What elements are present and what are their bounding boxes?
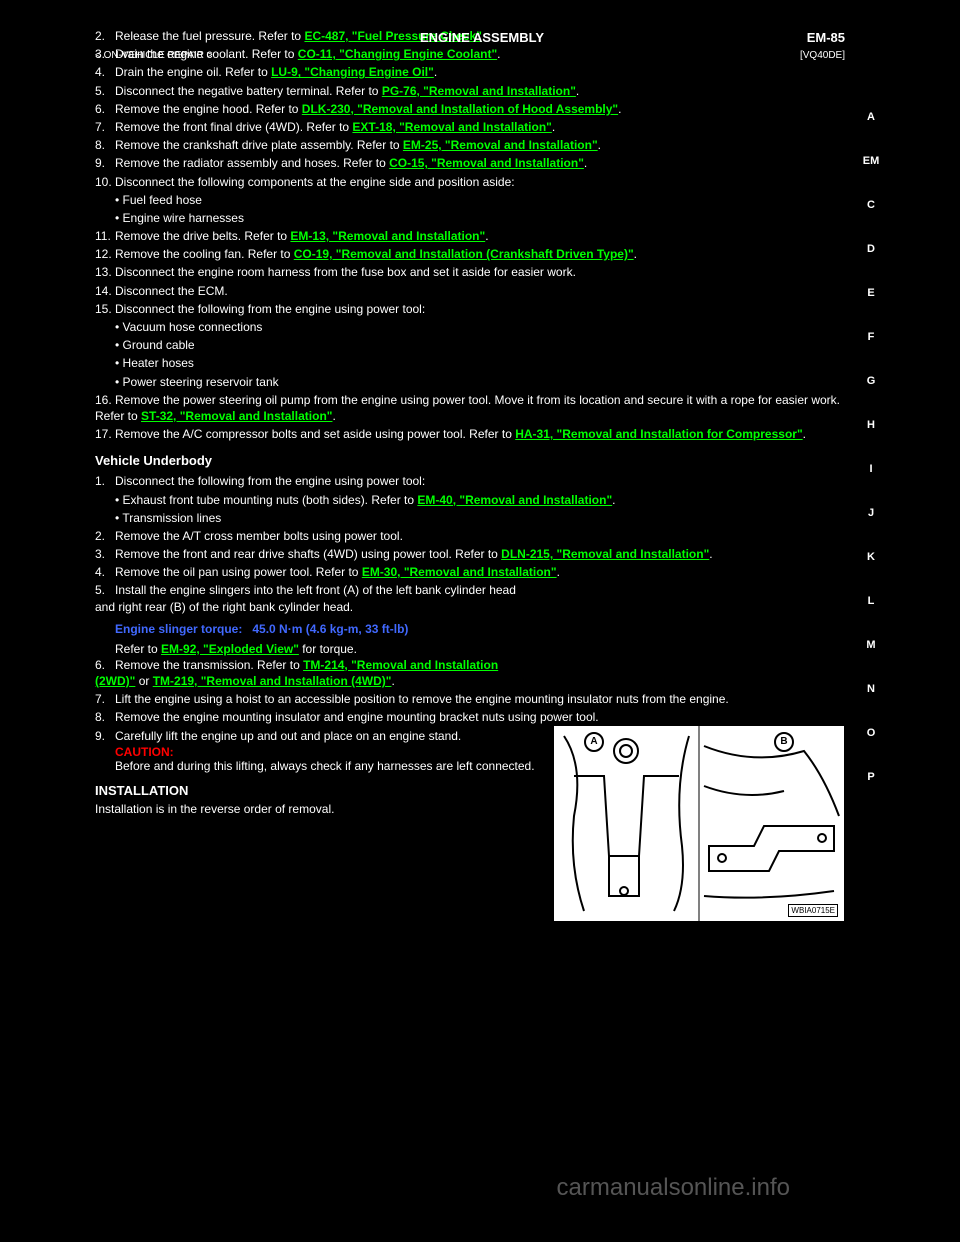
left-small-header: < ON-VEHICLE REPAIR >: [95, 50, 213, 61]
engine-slinger-figure: A B WBIA0715E: [553, 725, 845, 922]
caution-label: CAUTION:: [115, 745, 174, 759]
sub-15b: • Ground cable: [115, 336, 850, 354]
link-dln215[interactable]: DLN-215, "Removal and Installation": [501, 547, 709, 561]
link-em40[interactable]: EM-40, "Removal and Installation": [417, 493, 612, 507]
link-st32[interactable]: ST-32, "Removal and Installation": [141, 409, 332, 423]
tab-p[interactable]: P: [857, 755, 885, 799]
watermark: carmanualsonline.info: [557, 1174, 790, 1202]
link-em30[interactable]: EM-30, "Removal and Installation": [362, 565, 557, 579]
heading-underbody: Vehicle Underbody: [95, 453, 850, 468]
step-7: 7.Remove the front final drive (4WD). Re…: [95, 118, 850, 136]
tab-em[interactable]: EM: [857, 139, 885, 183]
step-16: 16.Remove the power steering oil pump fr…: [95, 391, 850, 425]
figure-marker-a: A: [584, 732, 604, 752]
sub-10b: • Engine wire harnesses: [115, 209, 850, 227]
link-pg76[interactable]: PG-76, "Removal and Installation": [382, 84, 576, 98]
tab-j[interactable]: J: [857, 491, 885, 535]
link-co19[interactable]: CO-19, "Removal and Installation (Cranks…: [294, 247, 634, 261]
link-co11[interactable]: CO-11, "Changing Engine Coolant": [298, 47, 497, 61]
link-co15[interactable]: CO-15, "Removal and Installation": [389, 156, 584, 170]
step-17: 17.Remove the A/C compressor bolts and s…: [95, 425, 850, 443]
torque-spec: Engine slinger torque: 45.0 N·m (4.6 kg-…: [95, 622, 525, 636]
tab-c[interactable]: C: [857, 183, 885, 227]
step-11: 11.Remove the drive belts. Refer to EM-1…: [95, 227, 850, 245]
main-content: 2.Release the fuel pressure. Refer to EC…: [0, 0, 960, 816]
u-step-3: 3.Remove the front and rear drive shafts…: [95, 545, 850, 563]
link-ha31[interactable]: HA-31, "Removal and Installation for Com…: [515, 427, 802, 441]
link-ext18[interactable]: EXT-18, "Removal and Installation": [352, 120, 551, 134]
sub-15a: • Vacuum hose connections: [115, 318, 850, 336]
u-step-2: 2.Remove the A/T cross member bolts usin…: [95, 527, 850, 545]
link-dlk230[interactable]: DLK-230, "Removal and Installation of Ho…: [302, 102, 618, 116]
figure-marker-b: B: [774, 732, 794, 752]
tab-h[interactable]: H: [857, 403, 885, 447]
page-number: EM-85: [807, 30, 845, 45]
caution-text: Before and during this lifting, always c…: [115, 759, 535, 773]
u-step-1: 1.Disconnect the following from the engi…: [95, 472, 850, 490]
tab-m[interactable]: M: [857, 623, 885, 667]
step5-refer: Refer to EM-92, "Exploded View" for torq…: [95, 642, 525, 656]
figure-svg: [554, 726, 844, 921]
tab-i[interactable]: I: [857, 447, 885, 491]
tab-o[interactable]: O: [857, 711, 885, 755]
engine-code-tag: [VQ40DE]: [800, 50, 845, 61]
step-9: 9.Remove the radiator assembly and hoses…: [95, 154, 850, 172]
step-8: 8.Remove the crankshaft drive plate asse…: [95, 136, 850, 154]
sub-15d: • Power steering reservoir tank: [115, 373, 850, 391]
u-step-8: 8.Remove the engine mounting insulator a…: [95, 708, 850, 726]
u-step-6: 6.Remove the transmission. Refer to TM-2…: [95, 656, 525, 690]
step-5: 5.Disconnect the negative battery termin…: [95, 82, 850, 100]
section-tabs: A EM C D E F G H I J K L M N O P: [857, 95, 885, 799]
link-tm219[interactable]: TM-219, "Removal and Installation (4WD)": [153, 674, 392, 688]
tab-n[interactable]: N: [857, 667, 885, 711]
u-step-7: 7.Lift the engine using a hoist to an ac…: [95, 690, 850, 708]
sub-u1b: • Transmission lines: [115, 509, 850, 527]
step-12: 12.Remove the cooling fan. Refer to CO-1…: [95, 245, 850, 263]
u-step-5: 5.Install the engine slingers into the l…: [95, 581, 525, 615]
tab-f[interactable]: F: [857, 315, 885, 359]
sub-10a: • Fuel feed hose: [115, 191, 850, 209]
tab-d[interactable]: D: [857, 227, 885, 271]
tab-g[interactable]: G: [857, 359, 885, 403]
tab-l[interactable]: L: [857, 579, 885, 623]
tab-a[interactable]: A: [857, 95, 885, 139]
engine-title: ENGINE ASSEMBLY: [420, 30, 544, 45]
sub-15c: • Heater hoses: [115, 354, 850, 372]
step-15: 15.Disconnect the following from the eng…: [95, 300, 850, 318]
step-14: 14.Disconnect the ECM.: [95, 282, 850, 300]
step-13: 13.Disconnect the engine room harness fr…: [95, 263, 850, 281]
link-em25[interactable]: EM-25, "Removal and Installation": [403, 138, 598, 152]
tab-k[interactable]: K: [857, 535, 885, 579]
figure-id-label: WBIA0715E: [788, 904, 838, 917]
link-lu9[interactable]: LU-9, "Changing Engine Oil": [271, 65, 434, 79]
step-6: 6.Remove the engine hood. Refer to DLK-2…: [95, 100, 850, 118]
sub-u1a: • Exhaust front tube mounting nuts (both…: [115, 491, 850, 509]
step-4: 4.Drain the engine oil. Refer to LU-9, "…: [95, 63, 850, 81]
tab-e[interactable]: E: [857, 271, 885, 315]
u-step-4: 4.Remove the oil pan using power tool. R…: [95, 563, 850, 581]
step-10: 10.Disconnect the following components a…: [95, 173, 850, 191]
link-em13[interactable]: EM-13, "Removal and Installation": [290, 229, 485, 243]
link-em92[interactable]: EM-92, "Exploded View": [161, 642, 299, 656]
